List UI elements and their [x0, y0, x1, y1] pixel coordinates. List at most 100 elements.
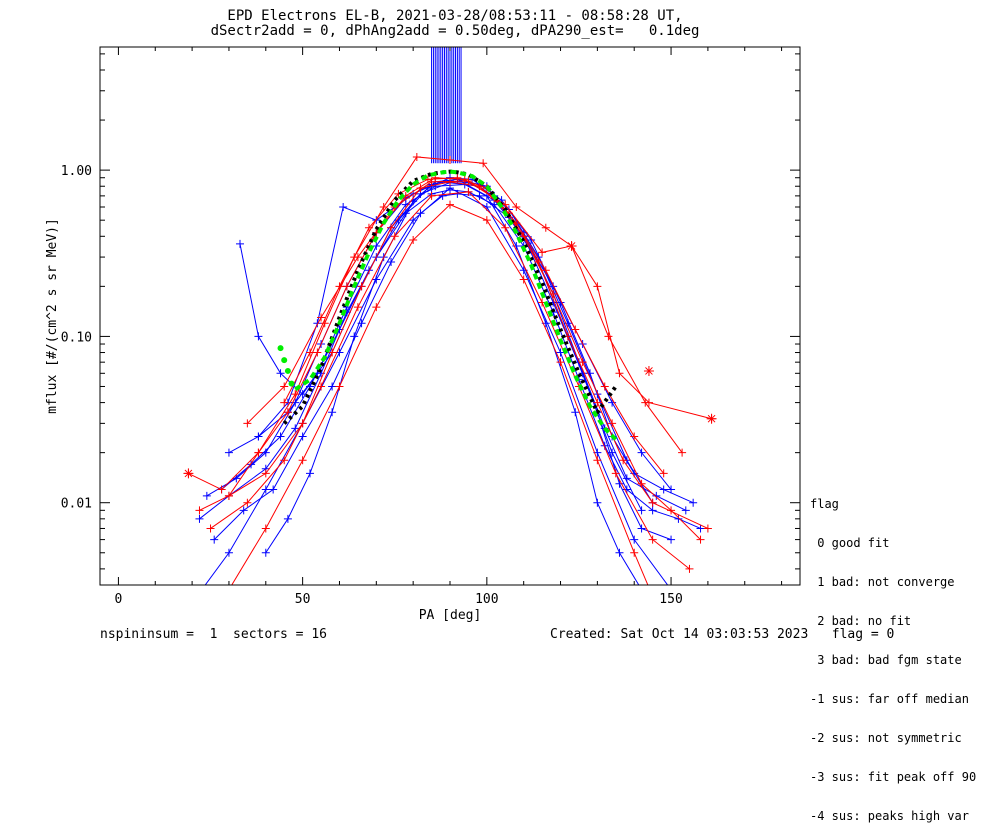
data-point: [571, 325, 580, 334]
series-line-blue: [265, 178, 640, 585]
data-point: [563, 319, 572, 328]
footer-left: nspininsum = 1 sectors = 16: [100, 627, 327, 642]
data-point: [641, 398, 650, 407]
data-point: [501, 223, 510, 232]
flag-legend: flag 0 good fit 1 bad: not converge 2 ba…: [810, 472, 976, 836]
data-point-dot: [281, 357, 288, 364]
data-point: [630, 535, 639, 544]
series-line-red: [199, 181, 709, 529]
data-point: [427, 177, 436, 186]
data-point-star: [566, 240, 577, 251]
data-point: [482, 216, 491, 225]
data-point: [556, 348, 565, 357]
chart-title: EPD Electrons EL-B, 2021-03-28/08:53:11 …: [227, 8, 683, 24]
x-tick-label: 0: [115, 592, 123, 607]
data-point: [283, 408, 292, 417]
data-point: [261, 485, 270, 494]
data-point: [541, 266, 550, 275]
footer-right: Created: Sat Oct 14 03:03:53 2023 flag =…: [550, 627, 895, 642]
data-point: [648, 498, 657, 507]
y-axis-label: mflux [#/(cm^2 s sr MeV)]: [45, 218, 60, 414]
data-point: [446, 200, 454, 209]
data-point: [243, 498, 252, 507]
data-point: [638, 586, 646, 594]
data-point: [236, 239, 244, 248]
data-point: [549, 282, 558, 291]
x-axis-label: PA [deg]: [419, 608, 482, 623]
data-point: [578, 358, 587, 367]
data-point: [317, 382, 326, 391]
data-point: [283, 514, 292, 523]
data-point: [674, 514, 683, 523]
data-point: [224, 491, 233, 500]
data-point: [306, 348, 314, 357]
y-tick-label: 1.00: [61, 164, 92, 179]
data-point: [703, 524, 712, 533]
data-point: [630, 432, 639, 441]
data-point-star: [183, 468, 194, 479]
data-point: [195, 514, 204, 523]
data-point: [276, 369, 285, 378]
data-point: [475, 191, 484, 200]
data-point: [689, 498, 698, 507]
data-point: [390, 232, 399, 241]
data-point: [239, 506, 248, 515]
data-point: [247, 460, 256, 469]
legend-item: 1 bad: not converge: [810, 575, 955, 589]
data-point: [335, 382, 344, 391]
data-point: [571, 408, 580, 417]
data-point: [353, 303, 362, 312]
series-line-black: [282, 169, 618, 425]
data-point: [659, 469, 668, 478]
legend-item: -4 sus: peaks high var: [810, 809, 969, 823]
data-point: [280, 382, 289, 391]
y-tick-label: 0.01: [61, 497, 92, 512]
data-point: [387, 258, 396, 267]
data-point: [652, 491, 661, 500]
data-point: [600, 382, 609, 391]
data-point: [648, 535, 657, 544]
data-point: [637, 524, 646, 533]
series-line-blue: [199, 189, 701, 529]
data-point: [364, 266, 373, 275]
data-point: [412, 152, 421, 161]
data-point: [364, 223, 373, 232]
data-point: [501, 200, 510, 209]
data-point: [704, 615, 712, 623]
data-point-star: [706, 413, 717, 424]
legend-item: -3 sus: fit peak off 90: [810, 770, 977, 784]
series-line-blue: [239, 182, 654, 503]
x-tick-label: 50: [295, 592, 311, 607]
plot-area: [183, 47, 717, 623]
data-point: [269, 485, 278, 494]
data-point: [217, 485, 226, 494]
series-line-blue: [204, 187, 669, 585]
data-point: [604, 332, 613, 341]
data-point: [224, 448, 233, 457]
data-point: [464, 187, 473, 196]
data-point: [313, 319, 322, 328]
data-point: [479, 159, 488, 168]
data-point: [210, 535, 219, 544]
data-point: [328, 408, 337, 417]
data-point-dot: [277, 345, 284, 352]
data-point: [637, 479, 646, 488]
data-point: [254, 448, 263, 457]
data-point: [696, 535, 705, 544]
data-point: [681, 506, 690, 515]
x-tick-label: 100: [475, 592, 498, 607]
data-point: [630, 548, 639, 557]
data-point: [350, 332, 359, 341]
data-point: [243, 419, 252, 428]
data-point: [593, 282, 602, 291]
data-point: [195, 506, 204, 515]
legend-item: 3 bad: bad fgm state: [810, 653, 962, 667]
series-line-red: [247, 180, 683, 453]
data-point: [659, 485, 668, 494]
legend-item: 2 bad: no fit: [810, 614, 912, 628]
data-point: [291, 424, 300, 433]
data-point: [254, 432, 263, 441]
data-point: [464, 177, 473, 186]
data-point: [206, 524, 215, 533]
data-point: [409, 216, 418, 225]
